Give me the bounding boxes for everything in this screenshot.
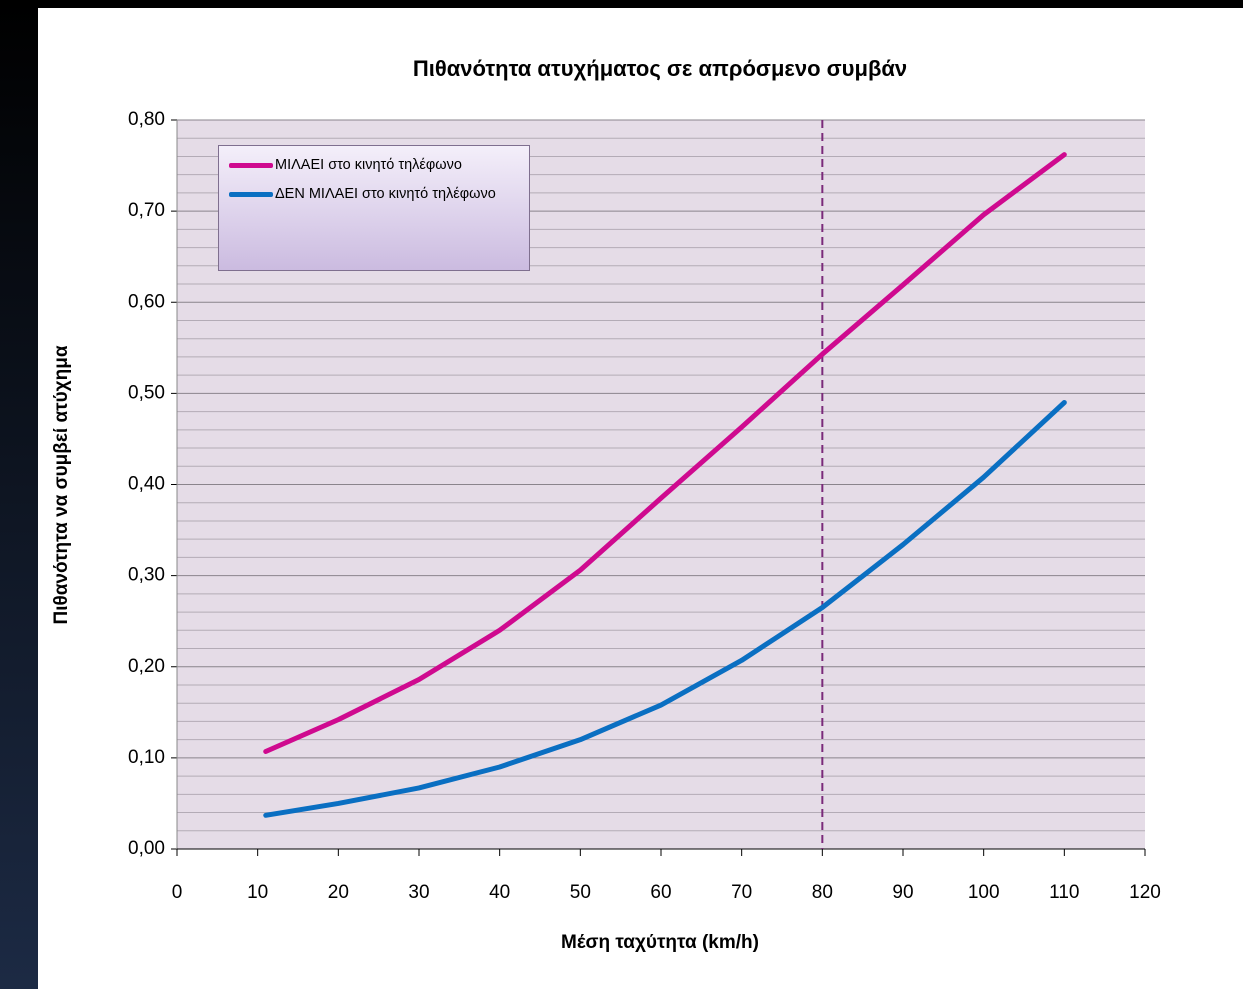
- y-tick-label: 0,80: [128, 109, 165, 130]
- y-tick-label: 0,00: [128, 838, 165, 859]
- y-tick-label: 0,40: [128, 474, 165, 495]
- x-tick-label: 0: [172, 882, 183, 903]
- series-line: [263, 152, 1067, 754]
- chart-title: Πιθανότητα ατυχήματος σε απρόσμενο συμβά…: [413, 56, 907, 81]
- x-tick-label: 90: [892, 882, 913, 903]
- legend-swatch: [229, 163, 273, 168]
- x-tick-label: 70: [731, 882, 752, 903]
- y-tick-label: 0,60: [128, 291, 165, 312]
- legend: ΜΙΛΑΕΙ στο κινητό τηλέφωνο ΔΕΝ ΜΙΛΑΕΙ στο…: [218, 145, 530, 271]
- legend-entry: ΜΙΛΑΕΙ στο κινητό τηλέφωνο: [229, 156, 529, 175]
- y-tick-label: 0,30: [128, 565, 165, 586]
- x-tick-label: 100: [968, 882, 1000, 903]
- x-tick-label: 20: [328, 882, 349, 903]
- x-tick-label: 30: [408, 882, 429, 903]
- y-axis-title: Πιθανότητα να συμβεί ατύχημα: [51, 345, 72, 624]
- x-tick-label: 50: [570, 882, 591, 903]
- y-tick-label: 0,70: [128, 200, 165, 221]
- legend-swatch: [229, 192, 273, 197]
- x-axis-title: Μέση ταχύτητα (km/h): [561, 932, 759, 953]
- x-tick-label: 10: [247, 882, 268, 903]
- series-line: [263, 399, 1067, 818]
- y-tick-label: 0,10: [128, 747, 165, 768]
- x-tick-label: 120: [1129, 882, 1161, 903]
- y-tick-label: 0,50: [128, 382, 165, 403]
- y-tick-label: 0,20: [128, 656, 165, 677]
- legend-entry: ΔΕΝ ΜΙΛΑΕΙ στο κινητό τηλέφωνο: [229, 185, 529, 204]
- x-tick-label: 60: [650, 882, 671, 903]
- legend-label: ΜΙΛΑΕΙ στο κινητό τηλέφωνο: [275, 157, 462, 173]
- x-tick-label: 40: [489, 882, 510, 903]
- x-tick-label: 110: [1049, 882, 1079, 903]
- x-tick-label: 80: [812, 882, 833, 903]
- frame-strip: [0, 0, 38, 989]
- legend-label: ΔΕΝ ΜΙΛΑΕΙ στο κινητό τηλέφωνο: [275, 186, 496, 202]
